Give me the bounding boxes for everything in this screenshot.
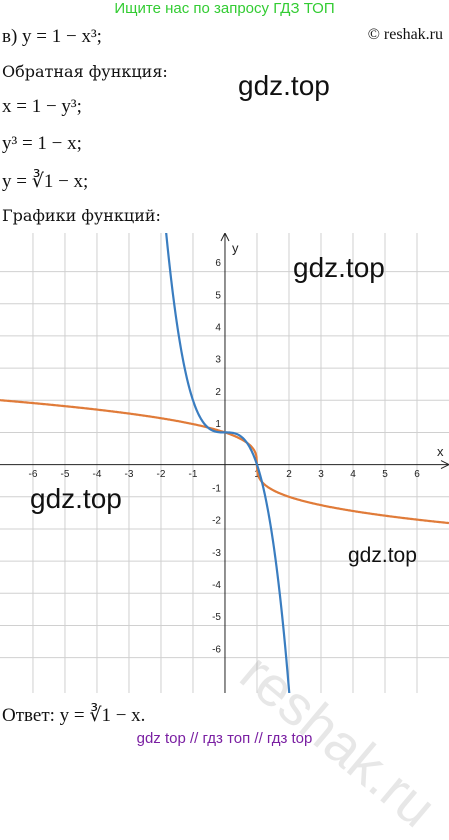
watermark: gdz.top [30, 483, 122, 514]
y-tick-label: 1 [215, 419, 221, 430]
y-tick-label: -6 [212, 644, 221, 655]
y-tick-label: 5 [215, 290, 221, 301]
arrow [440, 460, 449, 470]
watermark: gdz.top [293, 252, 385, 283]
x-tick-label: -3 [125, 469, 134, 480]
heading: Обратная функция: [2, 62, 168, 81]
watermark: gdz.top [348, 544, 417, 567]
axis-label: y [232, 240, 239, 255]
y-tick-label: 3 [215, 355, 221, 366]
step: y = ∛1 − x; [2, 171, 89, 192]
x-tick-label: -1 [189, 469, 198, 480]
heading: Графики функций: [2, 206, 161, 225]
x-tick-label: 2 [286, 469, 292, 480]
y-tick-label: 2 [215, 387, 221, 398]
x-tick-label: 4 [350, 469, 356, 480]
step: x = 1 − y³; [2, 96, 82, 117]
y-tick-label: -5 [212, 612, 221, 623]
task: в) y = 1 − x³; [2, 26, 102, 47]
step: y³ = 1 − x; [2, 133, 82, 154]
copyright: © reshak.ru [367, 26, 443, 43]
y-tick-label: -3 [212, 548, 221, 559]
footer: gdz top // гдз топ // гдз top [136, 730, 313, 747]
x-tick-label: 6 [414, 469, 420, 480]
answer: Ответ: y = ∛1 − x. [2, 705, 146, 726]
watermark: gdz.top [238, 70, 330, 101]
arrow [220, 233, 230, 242]
y-tick-label: -4 [212, 580, 221, 591]
x-tick-label: -2 [157, 469, 166, 480]
y-tick-label: 6 [215, 258, 221, 269]
x-tick-label: -4 [93, 469, 102, 480]
x-tick-label: 5 [382, 469, 388, 480]
curve [165, 233, 291, 693]
y-tick-label: -2 [212, 516, 221, 527]
y-tick-label: 4 [215, 323, 221, 334]
banner: Ищите нас по запросу ГДЗ ТОП [114, 0, 335, 17]
x-tick-label: -6 [29, 469, 38, 480]
x-tick-label: -5 [61, 469, 70, 480]
axis-label: x [437, 444, 444, 459]
y-tick-label: -1 [212, 483, 221, 494]
x-tick-label: 3 [318, 469, 324, 480]
